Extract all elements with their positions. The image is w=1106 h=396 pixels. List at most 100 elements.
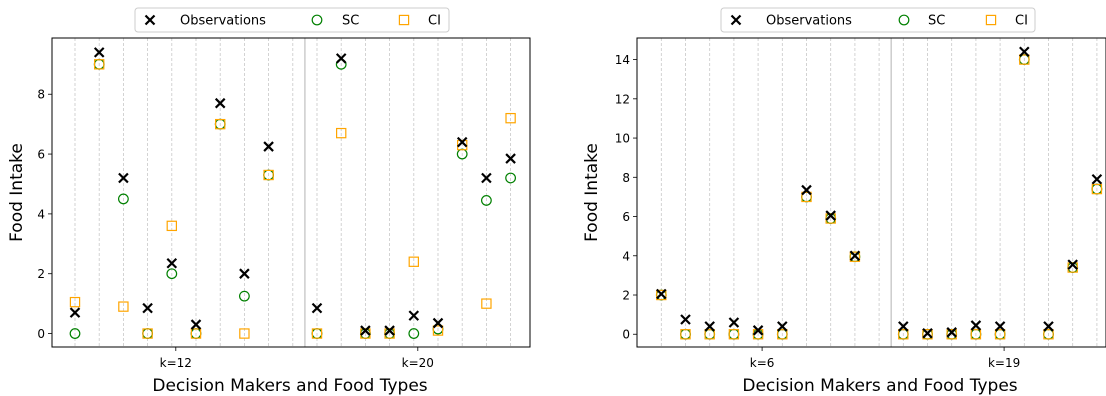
- ci-point: [656, 289, 667, 301]
- observation-point: [481, 172, 492, 184]
- chart-panel-2: k=6 k=19 0 2 4 6 8 10 12 14 Food Intake Decision Ma…: [582, 7, 1106, 396]
- x-group-label: k=19: [988, 356, 1020, 370]
- observation-point: [214, 97, 226, 109]
- x-group-label: k=6: [750, 356, 775, 370]
- ci-point: [263, 169, 274, 181]
- sc-point: [505, 172, 517, 184]
- y-tick-label: 0: [37, 327, 45, 341]
- y-tick-label: 8: [622, 171, 630, 185]
- observation-point: [728, 317, 740, 328]
- ci-point: [1091, 183, 1103, 195]
- y-axis-label: Food Intake: [582, 143, 602, 242]
- x-axis-label: Decision Makers and Food Types: [742, 376, 1017, 396]
- ci-point: [457, 139, 468, 151]
- y-tick-label: 12: [615, 92, 630, 106]
- ci-point: [69, 296, 81, 308]
- ci-point: [408, 256, 420, 267]
- legend-frame: [134, 7, 450, 33]
- sc-point: [166, 268, 178, 280]
- observation-point: [118, 172, 129, 184]
- ci-point: [336, 127, 347, 139]
- y-tick-label: 2: [622, 289, 630, 303]
- observation-point: [456, 136, 468, 148]
- observation-point: [432, 317, 444, 329]
- legend-ci-marker: [398, 14, 410, 26]
- ci-point: [190, 328, 202, 339]
- legend-label: SC: [342, 14, 359, 29]
- ci-point: [432, 325, 444, 336]
- ci-point: [311, 328, 323, 339]
- legend: Observations SC CI: [720, 7, 1036, 33]
- y-tick-label: 4: [622, 249, 630, 263]
- ci-point: [1067, 262, 1078, 273]
- legend-label: Observations: [180, 14, 266, 29]
- ci-point: [680, 329, 691, 340]
- observation-point: [704, 321, 715, 332]
- chart-panel-1: k=12 k=20 0 2 4 6 8 Food Intake Decision Makers …: [7, 7, 531, 396]
- observation-point: [1091, 173, 1103, 185]
- observation-point: [656, 288, 667, 300]
- legend-label: CI: [1015, 14, 1028, 29]
- ci-point: [239, 328, 250, 339]
- observation-point: [263, 141, 274, 152]
- ci-point: [93, 59, 105, 70]
- legend-frame: [720, 7, 1036, 33]
- observation-point: [311, 302, 323, 314]
- ci-point: [825, 213, 836, 224]
- ci-point: [360, 328, 371, 339]
- ci-point: [898, 329, 909, 340]
- ci-point: [1019, 54, 1030, 65]
- observation-point: [825, 210, 836, 221]
- legend-label: CI: [428, 14, 441, 29]
- ci-point: [728, 329, 740, 340]
- observation-point: [801, 184, 812, 196]
- y-tick-label: 8: [37, 88, 45, 102]
- y-tick-label: 10: [615, 132, 630, 146]
- observation-point: [1067, 259, 1078, 270]
- observation-point: [752, 325, 764, 336]
- ci-point: [481, 298, 492, 309]
- observation-point: [190, 319, 202, 330]
- ci-point: [166, 220, 177, 232]
- x-group-label: k=20: [402, 356, 434, 370]
- observation-point: [970, 320, 982, 331]
- ci-point: [922, 329, 933, 340]
- axes-frame: [51, 37, 531, 348]
- observation-point: [69, 307, 81, 318]
- ci-point: [704, 329, 715, 340]
- y-tick-label: 0: [622, 328, 630, 342]
- x-axis-label: Decision Makers and Food Types: [152, 376, 427, 396]
- ci-point: [505, 112, 516, 124]
- ci-point: [994, 329, 1006, 340]
- ci-point: [849, 251, 861, 262]
- observation-point: [166, 257, 178, 269]
- sc-point: [69, 328, 81, 339]
- observation-point: [93, 47, 105, 58]
- observation-point: [408, 310, 420, 321]
- y-axis-label: Food Intake: [7, 143, 27, 242]
- legend-observations-marker: [144, 14, 156, 26]
- observation-point: [384, 325, 395, 336]
- ci-point: [118, 301, 129, 312]
- sc-point: [408, 328, 420, 339]
- ci-point: [1043, 329, 1054, 340]
- y-tick-label: 2: [37, 267, 45, 281]
- ci-point: [777, 329, 788, 340]
- sc-point: [117, 193, 129, 205]
- observation-point: [898, 321, 909, 332]
- observation-point: [994, 321, 1006, 332]
- y-tick-label: 14: [615, 53, 630, 67]
- observation-point: [1019, 46, 1030, 58]
- observation-point: [335, 53, 347, 64]
- legend-ci-marker: [985, 14, 997, 26]
- y-tick-label: 4: [37, 207, 45, 221]
- observation-point: [849, 250, 861, 262]
- sc-point: [481, 195, 492, 206]
- ci-point: [946, 329, 957, 340]
- observation-point: [142, 302, 153, 314]
- legend-sc-marker: [311, 14, 323, 26]
- observation-point: [922, 327, 933, 339]
- y-tick-label: 6: [37, 148, 45, 162]
- observation-point: [946, 327, 957, 338]
